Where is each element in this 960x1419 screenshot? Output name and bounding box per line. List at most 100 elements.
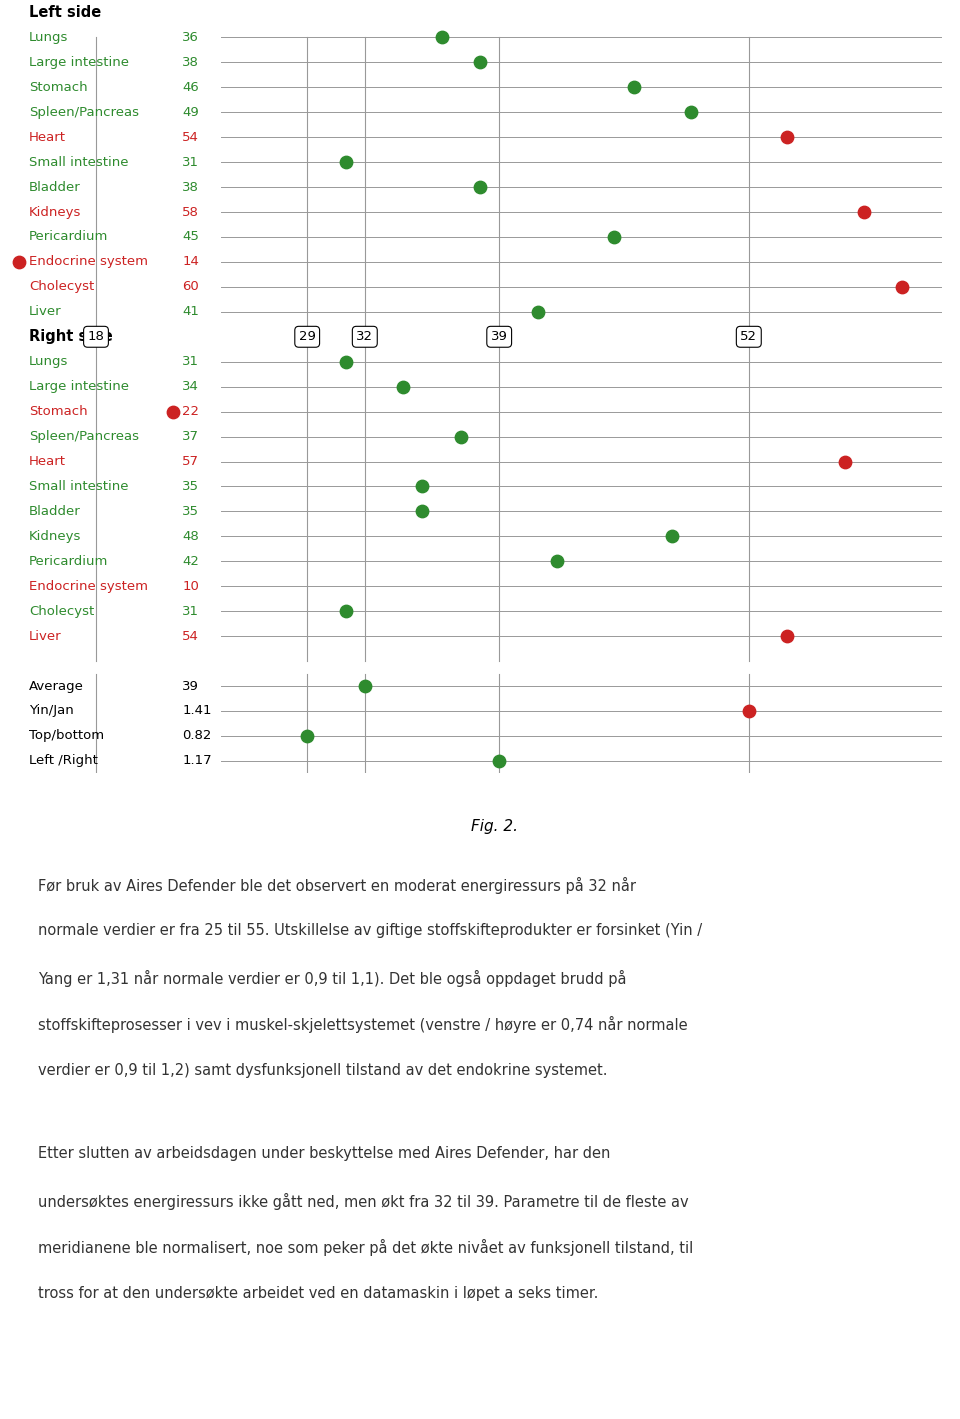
Text: Heart: Heart — [29, 455, 66, 468]
Text: 42: 42 — [182, 555, 200, 568]
Point — [626, 77, 641, 99]
Text: Large intestine: Large intestine — [29, 380, 129, 393]
Point — [338, 150, 353, 173]
Text: 31: 31 — [182, 604, 200, 617]
Text: 39: 39 — [491, 331, 508, 343]
Text: Cholecyst: Cholecyst — [29, 604, 94, 617]
Text: 60: 60 — [182, 281, 199, 294]
Text: 31: 31 — [182, 156, 200, 169]
Point — [837, 450, 852, 473]
Point — [300, 725, 315, 748]
Text: undersøktes energiressurs ikke gått ned, men økt fra 32 til 39. Parametre til de: undersøktes energiressurs ikke gått ned,… — [38, 1193, 688, 1210]
Text: 57: 57 — [182, 455, 200, 468]
Text: 14: 14 — [182, 255, 200, 268]
Point — [741, 700, 756, 722]
Text: 32: 32 — [356, 331, 373, 343]
Point — [856, 200, 872, 223]
Text: Bladder: Bladder — [29, 180, 81, 193]
Text: 37: 37 — [182, 430, 200, 443]
Text: Left /Right: Left /Right — [29, 755, 98, 768]
Text: Yin/Jan: Yin/Jan — [29, 704, 74, 718]
Point — [530, 301, 545, 324]
Point — [357, 674, 372, 697]
Point — [684, 101, 699, 123]
Text: Cholecyst: Cholecyst — [29, 281, 94, 294]
Text: Spleen/Pancreas: Spleen/Pancreas — [29, 106, 139, 119]
Text: 36: 36 — [182, 31, 200, 44]
Text: 39: 39 — [182, 680, 200, 692]
Text: 41: 41 — [182, 305, 200, 318]
Text: Bladder: Bladder — [29, 505, 81, 518]
Text: Kidneys: Kidneys — [29, 529, 82, 543]
Text: verdier er 0,9 til 1,2) samt dysfunksjonell tilstand av det endokrine systemet.: verdier er 0,9 til 1,2) samt dysfunksjon… — [38, 1063, 608, 1077]
Text: 49: 49 — [182, 106, 199, 119]
Point — [434, 26, 449, 48]
Text: Pericardium: Pericardium — [29, 555, 108, 568]
Text: 18: 18 — [87, 331, 105, 343]
Text: tross for at den undersøkte arbeidet ved en datamaskin i løpet a seks timer.: tross for at den undersøkte arbeidet ved… — [38, 1286, 598, 1301]
Text: 35: 35 — [182, 480, 200, 492]
Point — [165, 400, 180, 423]
Text: 38: 38 — [182, 55, 200, 70]
Text: Stomach: Stomach — [29, 404, 87, 419]
Text: Etter slutten av arbeidsdagen under beskyttelse med Aires Defender, har den: Etter slutten av arbeidsdagen under besk… — [38, 1147, 611, 1161]
Text: Small intestine: Small intestine — [29, 480, 129, 492]
Point — [338, 350, 353, 373]
Text: Fig. 2.: Fig. 2. — [471, 819, 517, 833]
Text: 1.17: 1.17 — [182, 755, 212, 768]
Point — [895, 275, 910, 298]
Point — [396, 375, 411, 397]
Text: 38: 38 — [182, 180, 200, 193]
Text: Right side: Right side — [29, 329, 112, 345]
Text: 31: 31 — [182, 355, 200, 369]
Text: Stomach: Stomach — [29, 81, 87, 94]
Point — [607, 226, 622, 248]
Text: 54: 54 — [182, 131, 200, 143]
Text: Small intestine: Small intestine — [29, 156, 129, 169]
Text: Top/bottom: Top/bottom — [29, 729, 104, 742]
Text: Average: Average — [29, 680, 84, 692]
Text: 54: 54 — [182, 630, 200, 643]
Text: Heart: Heart — [29, 131, 66, 143]
Text: 48: 48 — [182, 529, 199, 543]
Point — [415, 475, 430, 498]
Text: Lungs: Lungs — [29, 31, 68, 44]
Text: 35: 35 — [182, 505, 200, 518]
Point — [453, 426, 468, 448]
Text: Lungs: Lungs — [29, 355, 68, 369]
Point — [664, 525, 680, 548]
Text: Før bruk av Aires Defender ble det observert en moderat energiressurs på 32 når: Før bruk av Aires Defender ble det obser… — [38, 877, 636, 894]
Text: 10: 10 — [182, 580, 200, 593]
Point — [12, 251, 27, 274]
Text: stoffskifteprosesser i vev i muskel-skjelettsystemet (venstre / høyre er 0,74 nå: stoffskifteprosesser i vev i muskel-skje… — [38, 1016, 687, 1033]
Point — [472, 51, 488, 74]
Text: 52: 52 — [740, 331, 757, 343]
Point — [338, 600, 353, 623]
Text: 1.41: 1.41 — [182, 704, 212, 718]
Text: Kidneys: Kidneys — [29, 206, 82, 219]
Point — [415, 499, 430, 522]
Text: 34: 34 — [182, 380, 200, 393]
Text: normale verdier er fra 25 til 55. Utskillelse av giftige stoffskifteprodukter er: normale verdier er fra 25 til 55. Utskil… — [38, 924, 702, 938]
Point — [780, 624, 795, 647]
Point — [472, 176, 488, 199]
Point — [549, 551, 564, 573]
Text: Spleen/Pancreas: Spleen/Pancreas — [29, 430, 139, 443]
Text: 0.82: 0.82 — [182, 729, 212, 742]
Text: Liver: Liver — [29, 630, 61, 643]
Text: Endocrine system: Endocrine system — [29, 580, 148, 593]
Text: 58: 58 — [182, 206, 200, 219]
Text: Left side: Left side — [29, 6, 101, 20]
Text: 45: 45 — [182, 230, 200, 244]
Text: Liver: Liver — [29, 305, 61, 318]
Point — [492, 749, 507, 772]
Text: 22: 22 — [182, 404, 200, 419]
Text: meridianene ble normalisert, noe som peker på det økte nivået av funksjonell til: meridianene ble normalisert, noe som pek… — [38, 1239, 693, 1256]
Text: Pericardium: Pericardium — [29, 230, 108, 244]
Text: Large intestine: Large intestine — [29, 55, 129, 70]
Text: Endocrine system: Endocrine system — [29, 255, 148, 268]
Text: Yang er 1,31 når normale verdier er 0,9 til 1,1). Det ble også oppdaget brudd på: Yang er 1,31 når normale verdier er 0,9 … — [38, 969, 627, 986]
Text: 29: 29 — [299, 331, 316, 343]
Point — [780, 126, 795, 149]
Text: 46: 46 — [182, 81, 199, 94]
